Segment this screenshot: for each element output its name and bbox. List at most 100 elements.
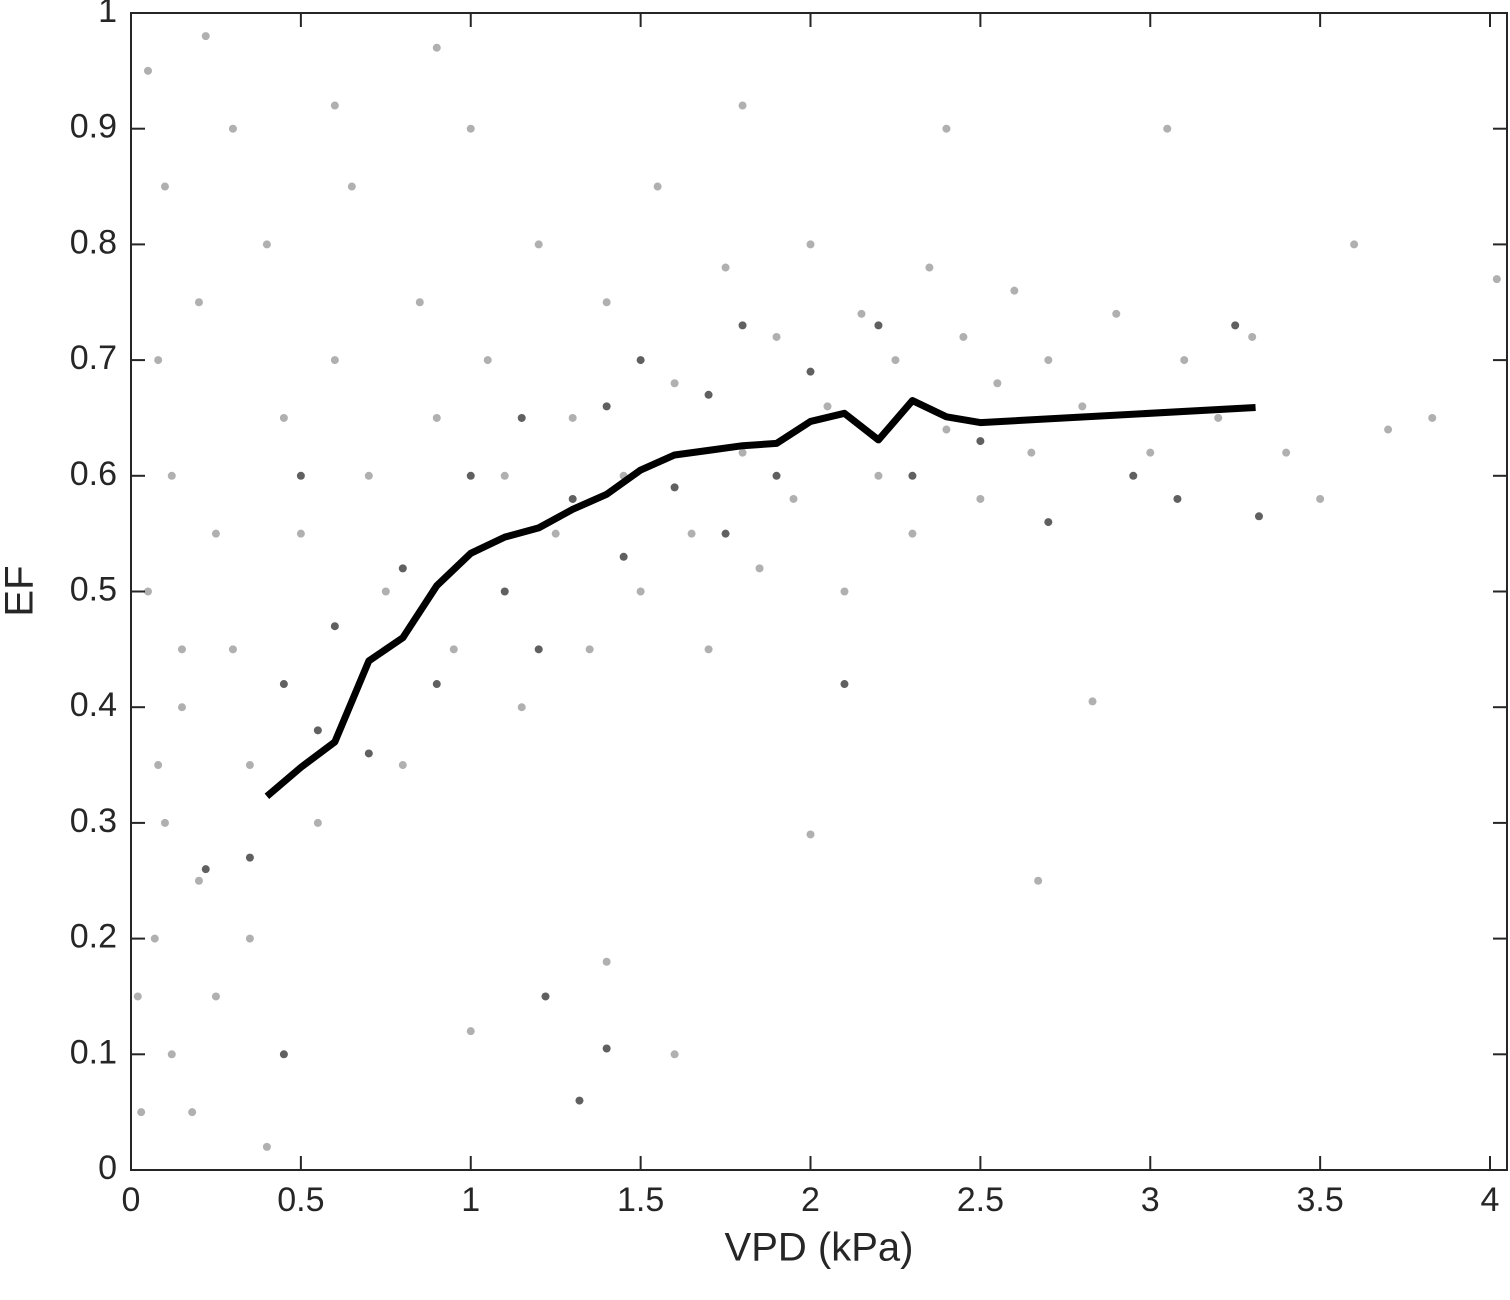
point — [1173, 494, 1182, 503]
point — [687, 529, 696, 538]
point — [1146, 448, 1155, 457]
x-tick-label: 4 — [1481, 1181, 1500, 1219]
point — [432, 413, 441, 422]
point — [874, 321, 883, 330]
y-tick-label: 0.8 — [70, 223, 117, 261]
point — [568, 494, 577, 503]
point — [143, 66, 152, 75]
point — [575, 1096, 584, 1105]
point — [670, 379, 679, 388]
point — [806, 240, 815, 249]
point — [772, 332, 781, 341]
point — [619, 552, 628, 561]
point — [296, 471, 305, 480]
point — [602, 402, 611, 411]
y-tick-label: 0.6 — [70, 455, 117, 493]
point — [1034, 876, 1043, 885]
point — [245, 934, 254, 943]
point — [143, 587, 152, 596]
point — [1316, 494, 1325, 503]
point — [364, 749, 373, 758]
point — [194, 298, 203, 307]
point — [602, 1044, 611, 1053]
point — [541, 992, 550, 1001]
point — [908, 529, 917, 538]
point — [976, 494, 985, 503]
point — [806, 830, 815, 839]
point — [330, 101, 339, 110]
y-tick-label: 0.7 — [70, 339, 117, 377]
y-tick-label: 0.3 — [70, 802, 117, 840]
point — [704, 645, 713, 654]
point — [188, 1108, 197, 1117]
point — [279, 413, 288, 422]
point — [296, 529, 305, 538]
point — [670, 1050, 679, 1059]
point — [738, 448, 747, 457]
x-axis-label: VPD (kPa) — [725, 1226, 914, 1270]
plot-frame — [130, 12, 1508, 1171]
point — [211, 992, 220, 1001]
point — [551, 529, 560, 538]
point — [432, 43, 441, 52]
point — [177, 645, 186, 654]
point — [806, 367, 815, 376]
y-tick-label: 0.1 — [70, 1033, 117, 1071]
point — [262, 240, 271, 249]
point — [942, 425, 951, 434]
point — [1282, 448, 1291, 457]
point — [1027, 448, 1036, 457]
point — [381, 587, 390, 596]
x-tick-label: 3.5 — [1297, 1181, 1344, 1219]
point — [160, 818, 169, 827]
point — [721, 529, 730, 538]
point — [279, 680, 288, 689]
point — [415, 298, 424, 307]
point — [959, 332, 968, 341]
point — [857, 309, 866, 318]
point — [534, 645, 543, 654]
point — [721, 263, 730, 272]
point — [1350, 240, 1359, 249]
point — [789, 494, 798, 503]
point — [602, 957, 611, 966]
point — [167, 471, 176, 480]
y-tick-label: 1 — [98, 0, 117, 30]
point — [1163, 124, 1172, 133]
point — [636, 356, 645, 365]
point — [840, 680, 849, 689]
point — [517, 703, 526, 712]
point — [133, 992, 142, 1001]
point — [1492, 275, 1501, 284]
point — [1248, 332, 1257, 341]
point — [466, 471, 475, 480]
point — [925, 263, 934, 272]
x-tick-label: 2.5 — [957, 1181, 1004, 1219]
point — [1428, 413, 1437, 422]
point — [466, 1027, 475, 1036]
point — [245, 853, 254, 862]
point — [908, 471, 917, 480]
point — [874, 471, 883, 480]
point — [160, 182, 169, 191]
point — [976, 437, 985, 446]
point — [738, 321, 747, 330]
point — [154, 356, 163, 365]
y-axis-label: EF — [0, 565, 42, 616]
point — [1044, 356, 1053, 365]
point — [891, 356, 900, 365]
point — [432, 680, 441, 689]
point — [201, 865, 210, 874]
trend-line — [264, 397, 1256, 799]
point — [177, 703, 186, 712]
point — [228, 645, 237, 654]
x-tick-label: 0.5 — [277, 1181, 324, 1219]
x-tick-label: 0 — [122, 1181, 141, 1219]
point — [636, 587, 645, 596]
point — [194, 876, 203, 885]
point — [1214, 413, 1223, 422]
point — [398, 761, 407, 770]
point — [1254, 512, 1263, 521]
point — [653, 182, 662, 191]
